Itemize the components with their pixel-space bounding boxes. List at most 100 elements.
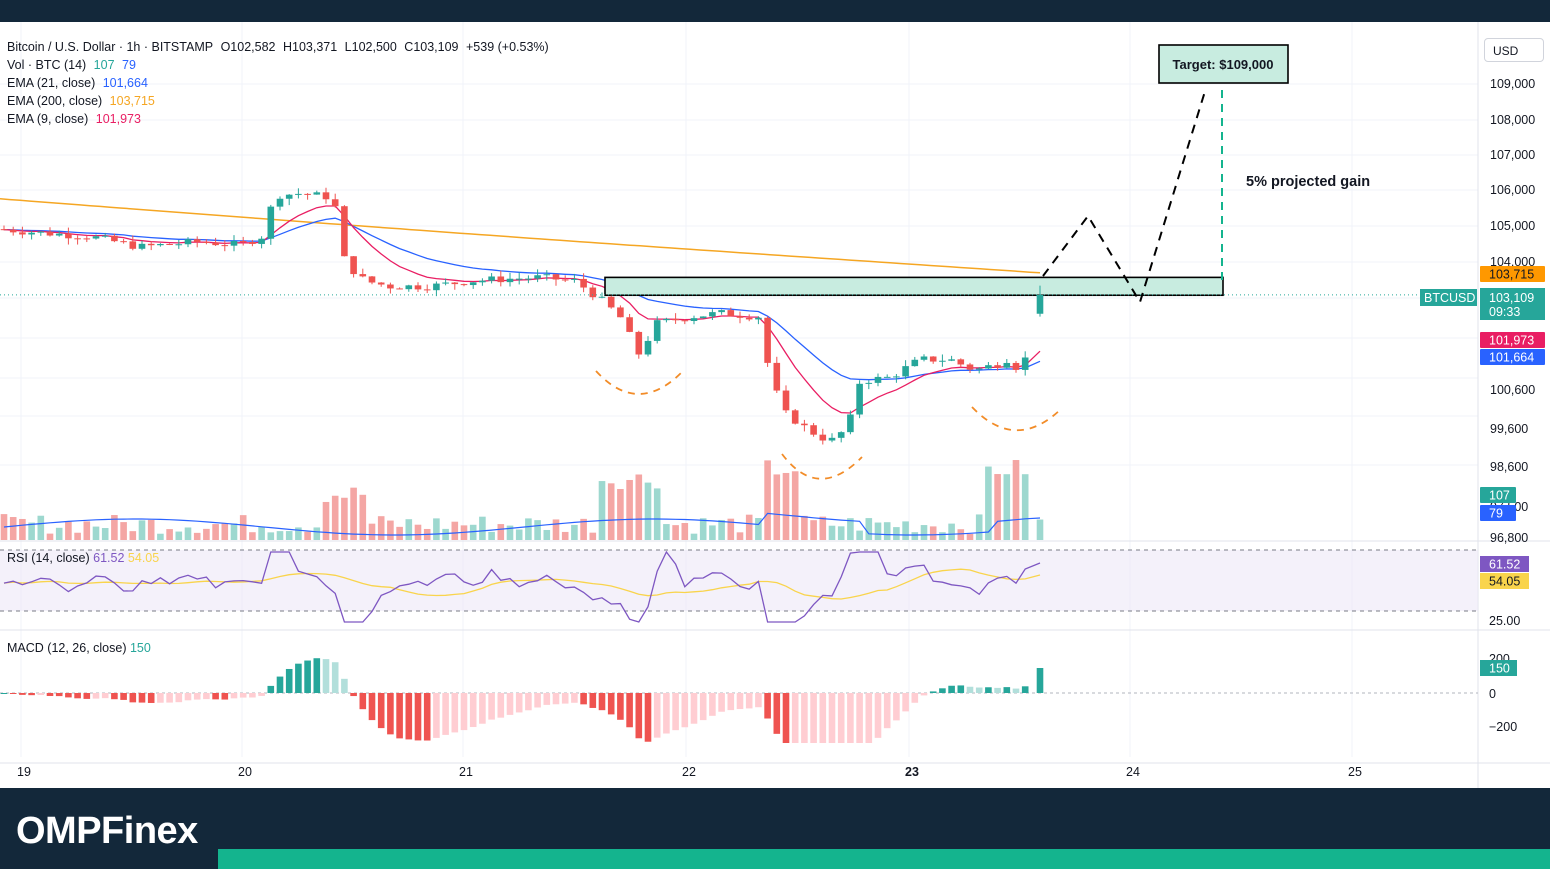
candle-body [874, 376, 882, 383]
candle-body [801, 423, 808, 426]
candle-body [920, 356, 928, 360]
candle-body [644, 340, 652, 355]
volume-bar [902, 521, 909, 540]
volume-bar [736, 532, 744, 540]
macd-histogram-bar [497, 693, 505, 718]
volume-bar [672, 525, 679, 540]
candle-body [653, 320, 661, 341]
price-axis-tick: 100,600 [1490, 383, 1535, 397]
candle-body [488, 276, 495, 281]
volume-bar [525, 518, 532, 540]
candle-body [46, 231, 54, 236]
macd-histogram-bar [626, 693, 633, 728]
candle-body [120, 241, 127, 243]
volume-bar [212, 524, 219, 540]
candle-body [773, 362, 781, 391]
macd-legend[interactable]: MACD (12, 26, close) 150 [7, 641, 151, 655]
volume-bar [966, 533, 974, 540]
candle-body [184, 239, 192, 245]
candle-body [175, 244, 183, 246]
candle-body [460, 284, 468, 286]
macd-histogram-bar [157, 693, 164, 703]
macd-histogram-bar [534, 693, 541, 708]
ohlc-low: L102,500 [344, 40, 397, 54]
rsi-ma-line [3, 568, 1041, 600]
macd-histogram-bar [819, 693, 827, 743]
ema200-legend[interactable]: EMA (200, close) 103,715 [7, 92, 159, 110]
countdown-label: 09:33 [1489, 305, 1520, 319]
currency-selector[interactable]: USD [1484, 38, 1544, 62]
macd-histogram-bar [736, 693, 744, 710]
candle-body [672, 318, 679, 321]
rsi-legend[interactable]: RSI (14, close) 61.52 54.05 [7, 551, 159, 565]
price-axis-tick: 98,600 [1490, 460, 1528, 474]
macd-histogram-bar [561, 693, 569, 704]
candle-body [1036, 294, 1044, 314]
candle-body [1012, 362, 1020, 370]
chart-area[interactable]: Target: $109,000 5% projected gain 109,000… [0, 22, 1550, 788]
symbol-legend[interactable]: Bitcoin / U.S. Dollar · 1h · BITSTAMP O1… [7, 38, 553, 56]
candle-body [893, 376, 900, 378]
candle-body [561, 279, 569, 281]
volume-badge-2 [1480, 505, 1516, 521]
ema21-legend[interactable]: EMA (21, close) 101,664 [7, 74, 152, 92]
macd-histogram-bar [147, 693, 155, 703]
candle-body [442, 282, 449, 284]
macd-histogram-bar [543, 693, 551, 705]
macd-histogram-bar [405, 693, 413, 740]
macd-value-badge [1480, 660, 1517, 676]
volume-bar [65, 521, 72, 540]
macd-histogram-bar [37, 693, 45, 696]
volume-bar [515, 529, 523, 540]
candle-body [635, 331, 643, 355]
candle-body [138, 243, 146, 249]
macd-histogram-bar [1003, 687, 1011, 693]
time-axis-label: 20 [238, 765, 252, 779]
volume-bar [92, 526, 100, 540]
macd-histogram-bar [479, 693, 486, 724]
volume-bar [203, 528, 210, 540]
rsi-ma-badge [1480, 573, 1529, 589]
target-box [1158, 44, 1289, 84]
candle-body [985, 365, 992, 369]
volume-legend[interactable]: Vol · BTC (14) 107 79 [7, 56, 140, 74]
candle-body [699, 316, 707, 319]
candle-body [1003, 362, 1011, 368]
price-axis-tick: 96,800 [1490, 531, 1528, 545]
volume-bar [28, 522, 35, 540]
candle-body [304, 193, 311, 195]
candle-body [865, 382, 873, 384]
volume-bar [764, 460, 771, 540]
macd-histogram-bar [368, 693, 376, 721]
volume-badge-1-label: 107 [1489, 489, 1510, 503]
macd-histogram-bar [607, 693, 615, 715]
top-bar [0, 0, 1550, 22]
macd-histogram-bar [442, 693, 449, 735]
macd-histogram-bar [966, 686, 974, 693]
macd-histogram-bar [175, 693, 183, 703]
volume-bar [157, 533, 164, 540]
macd-histogram-bar [341, 678, 348, 693]
macd-histogram-bar [699, 693, 707, 721]
rsi-ma-badge-label: 54.05 [1489, 575, 1520, 589]
ohlc-close: C103,109 [404, 40, 459, 54]
volume-bar [295, 527, 302, 540]
volume-bar [55, 527, 63, 540]
candle-body [166, 244, 173, 246]
volume-bar [258, 526, 265, 540]
projected-gain-label: 5% projected gain [1246, 174, 1370, 190]
ema9-legend[interactable]: EMA (9, close) 101,973 [7, 110, 145, 128]
volume-bar [920, 525, 928, 540]
macd-histogram-bar [672, 693, 679, 731]
volume-bar [276, 531, 284, 540]
price-chart[interactable]: Target: $109,000 5% projected gain 109,000… [0, 22, 1550, 788]
ema21-label: EMA (21, close) [7, 76, 96, 90]
ema9-price-badge-label: 101,973 [1489, 334, 1534, 348]
macd-histogram-bar [322, 659, 330, 693]
ohlc-open: O102,582 [220, 40, 276, 54]
macd-histogram-bar [138, 693, 146, 703]
macd-histogram-bar [764, 693, 771, 719]
volume-bar [239, 515, 247, 540]
volume-bar [856, 530, 863, 540]
macd-histogram-bar [644, 693, 652, 742]
